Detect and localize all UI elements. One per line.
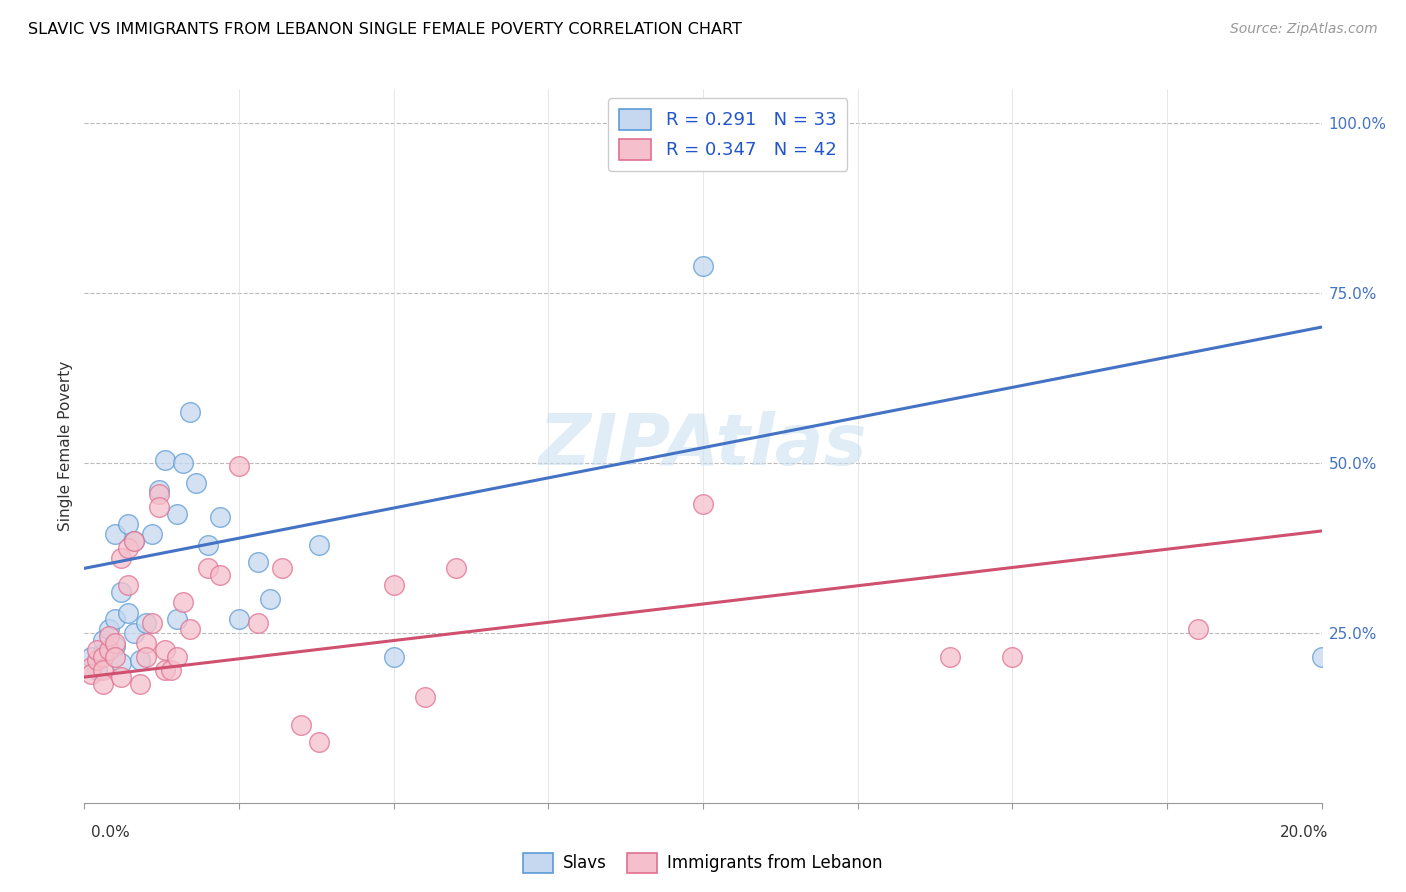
Point	[91, 632, 114, 647]
Point	[91, 649, 114, 664]
Point	[444, 561, 467, 575]
Point	[160, 663, 183, 677]
Point	[692, 497, 714, 511]
Point	[79, 666, 101, 681]
Point	[122, 626, 145, 640]
Point	[308, 734, 330, 748]
Point	[246, 555, 269, 569]
Point	[104, 527, 127, 541]
Text: 20.0%: 20.0%	[1281, 825, 1329, 840]
Point	[141, 527, 163, 541]
Text: ZIPAtlas: ZIPAtlas	[538, 411, 868, 481]
Point	[228, 612, 250, 626]
Point	[110, 551, 132, 566]
Point	[179, 623, 201, 637]
Point	[98, 629, 121, 643]
Point	[413, 690, 436, 705]
Point	[308, 537, 330, 551]
Point	[1001, 649, 1024, 664]
Point	[166, 649, 188, 664]
Point	[122, 534, 145, 549]
Point	[79, 660, 101, 674]
Point	[153, 643, 176, 657]
Point	[166, 612, 188, 626]
Point	[153, 663, 176, 677]
Point	[104, 612, 127, 626]
Point	[153, 452, 176, 467]
Point	[122, 534, 145, 549]
Point	[228, 459, 250, 474]
Point	[104, 649, 127, 664]
Point	[209, 568, 232, 582]
Legend: Slavs, Immigrants from Lebanon: Slavs, Immigrants from Lebanon	[516, 847, 890, 880]
Point	[290, 717, 312, 731]
Point	[141, 615, 163, 630]
Point	[117, 578, 139, 592]
Point	[135, 636, 157, 650]
Point	[110, 657, 132, 671]
Point	[166, 507, 188, 521]
Point	[939, 649, 962, 664]
Point	[382, 578, 405, 592]
Point	[104, 640, 127, 654]
Point	[129, 677, 152, 691]
Text: SLAVIC VS IMMIGRANTS FROM LEBANON SINGLE FEMALE POVERTY CORRELATION CHART: SLAVIC VS IMMIGRANTS FROM LEBANON SINGLE…	[28, 22, 742, 37]
Point	[86, 643, 108, 657]
Point	[135, 649, 157, 664]
Point	[184, 476, 207, 491]
Point	[1310, 649, 1333, 664]
Point	[98, 623, 121, 637]
Point	[79, 649, 101, 664]
Point	[271, 561, 294, 575]
Text: Source: ZipAtlas.com: Source: ZipAtlas.com	[1230, 22, 1378, 37]
Point	[110, 585, 132, 599]
Point	[209, 510, 232, 524]
Point	[91, 646, 114, 660]
Point	[117, 541, 139, 555]
Point	[91, 677, 114, 691]
Point	[1187, 623, 1209, 637]
Point	[259, 591, 281, 606]
Point	[129, 653, 152, 667]
Point	[117, 606, 139, 620]
Point	[148, 500, 170, 515]
Point	[104, 636, 127, 650]
Y-axis label: Single Female Poverty: Single Female Poverty	[58, 361, 73, 531]
Point	[117, 517, 139, 532]
Point	[179, 405, 201, 419]
Text: 0.0%: 0.0%	[91, 825, 131, 840]
Legend: R = 0.291   N = 33, R = 0.347   N = 42: R = 0.291 N = 33, R = 0.347 N = 42	[607, 98, 848, 170]
Point	[382, 649, 405, 664]
Point	[86, 653, 108, 667]
Point	[148, 483, 170, 498]
Point	[98, 643, 121, 657]
Point	[91, 663, 114, 677]
Point	[172, 595, 194, 609]
Point	[148, 486, 170, 500]
Point	[197, 537, 219, 551]
Point	[172, 456, 194, 470]
Point	[246, 615, 269, 630]
Point	[86, 663, 108, 677]
Point	[135, 615, 157, 630]
Point	[110, 670, 132, 684]
Point	[197, 561, 219, 575]
Point	[692, 259, 714, 273]
